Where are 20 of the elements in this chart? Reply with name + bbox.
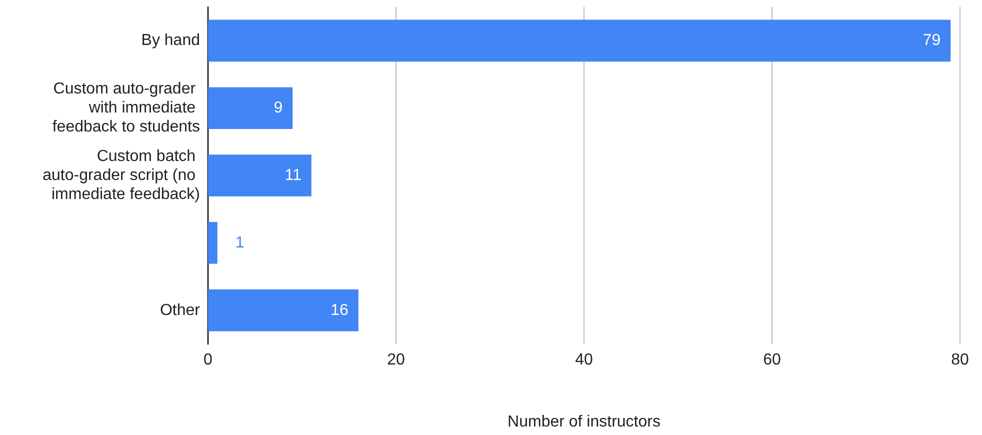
x-tick-label: 20	[387, 352, 405, 368]
data-label: 11	[284, 167, 302, 184]
y-tick-label: By hand	[141, 32, 200, 50]
y-tick-label: Custom auto-grader with immediate feedback to students	[52, 80, 200, 136]
bar	[208, 222, 218, 264]
data-label: 16	[330, 302, 348, 319]
x-tick-label: 0	[204, 352, 213, 368]
x-tick-label: 80	[951, 352, 969, 368]
bar	[208, 289, 358, 332]
x-tick-label: 40	[575, 352, 593, 368]
bar	[208, 20, 951, 62]
data-label: 1	[235, 234, 244, 252]
y-tick-label: Other	[160, 302, 201, 319]
x-axis-title: Number of instructors	[508, 414, 660, 430]
bar	[208, 87, 293, 129]
data-label: 79	[922, 32, 941, 50]
y-tick-label: Custom batch auto-grader script (no immediate feedback)	[42, 148, 200, 203]
x-tick-label: 60	[763, 352, 781, 368]
bar	[208, 154, 312, 196]
data-label: 9	[274, 100, 283, 117]
